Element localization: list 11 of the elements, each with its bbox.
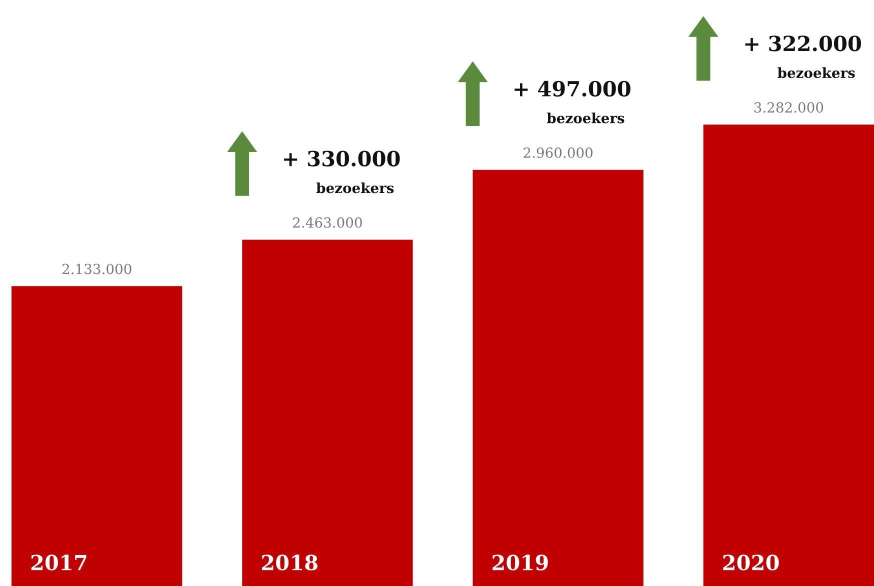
annotation: + 330.000 bezoekers xyxy=(284,150,400,194)
x-tick-label: 2020 xyxy=(723,554,779,570)
annotation: + 322.000 bezoekers xyxy=(745,36,862,78)
data-label: 3.282.000 xyxy=(754,102,824,113)
x-tick-label: 2018 xyxy=(262,554,318,570)
x-tick-label: 2017 xyxy=(31,554,86,570)
data-label: 2.960.000 xyxy=(524,147,592,158)
data-label: 2.463.000 xyxy=(293,217,362,228)
annotation: + 497.000 bezoekers xyxy=(514,80,630,124)
data-label: 2.133.000 xyxy=(62,264,132,274)
x-tick-label: 2019 xyxy=(492,554,548,570)
